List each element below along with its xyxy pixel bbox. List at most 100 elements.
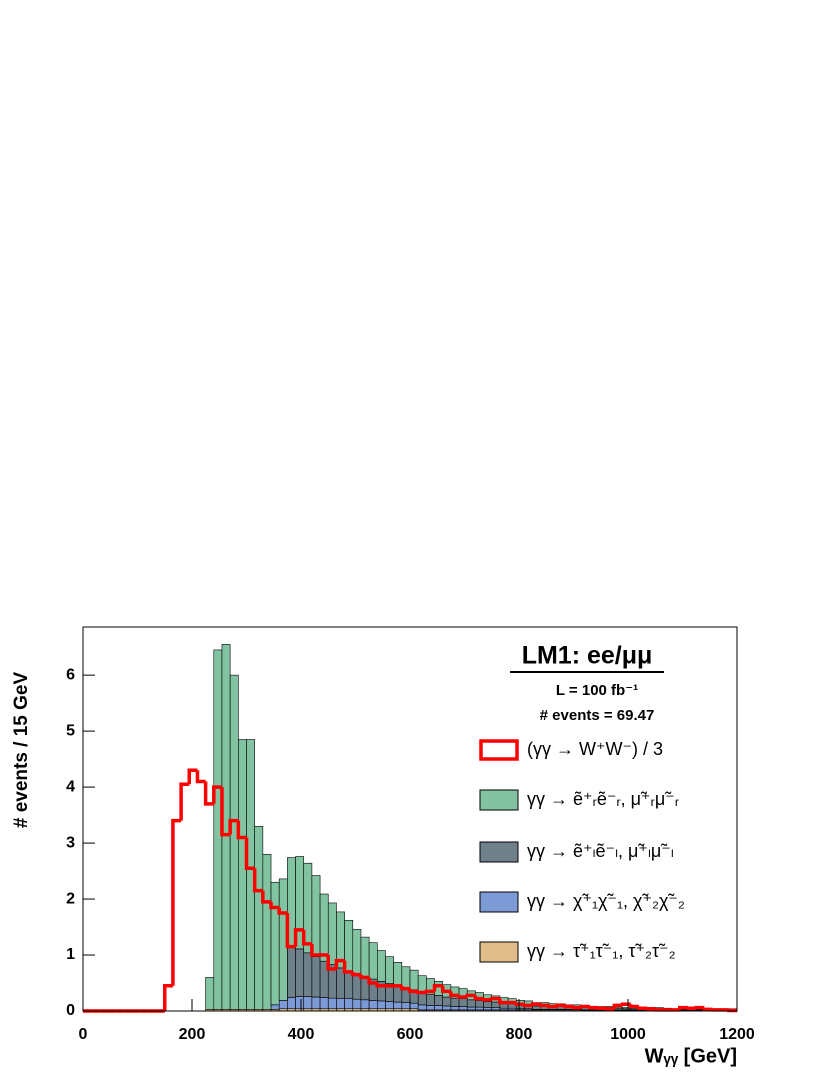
histogram-bar <box>417 992 427 1006</box>
y-tick-label: 6 <box>66 666 75 683</box>
histogram-bar <box>352 928 362 975</box>
y-tick-label: 5 <box>66 722 75 739</box>
histogram-bar <box>238 739 247 1010</box>
histogram-step <box>195 770 206 784</box>
histogram-step <box>400 985 410 991</box>
histogram-bar <box>385 956 394 984</box>
histogram-bar <box>336 998 345 1010</box>
histogram-step <box>514 1002 525 1007</box>
y-tick-label: 1 <box>66 946 75 963</box>
histogram-bar <box>205 977 215 1010</box>
histogram-step <box>171 818 182 986</box>
histogram-step <box>678 1005 688 1010</box>
histogram-bar <box>483 1007 493 1011</box>
histogram-step <box>490 996 500 1001</box>
plot-area <box>83 644 738 1013</box>
histogram-bar <box>262 853 272 1010</box>
annotation: # events = 69.47 <box>540 707 655 724</box>
histogram-bar <box>442 996 452 1007</box>
histogram-step <box>342 960 353 974</box>
histogram-step <box>498 998 509 1005</box>
histogram-step <box>301 929 312 946</box>
legend-label: γγ → χ̃⁺₁χ̃⁻₁, χ̃⁺₂χ̃⁻₂ <box>527 891 685 911</box>
y-tick-label: 4 <box>66 778 75 795</box>
histogram-bar <box>254 825 264 1010</box>
histogram-bar <box>450 1006 460 1011</box>
histogram-step <box>645 1007 656 1011</box>
histogram-bar <box>426 1005 435 1011</box>
histogram-step <box>579 1004 590 1009</box>
x-tick-label: 400 <box>288 1026 315 1043</box>
histogram-step <box>293 928 304 947</box>
legend-label: γγ → ẽ⁺ᵣẽ⁻ᵣ, μ̃⁺ᵣμ̃⁻ᵣ <box>527 789 679 809</box>
histogram-step <box>457 995 468 999</box>
histogram-bar <box>376 1000 386 1010</box>
histogram-bar <box>278 1000 288 1010</box>
histogram-bar <box>360 999 370 1010</box>
x-tick-label: 0 <box>79 1026 88 1043</box>
histogram-step <box>473 995 484 1001</box>
histogram-step <box>408 988 419 994</box>
histogram-bar <box>401 1002 411 1010</box>
histogram-bar <box>393 1001 403 1010</box>
histogram-bar <box>270 1004 280 1010</box>
histogram-bar <box>491 1007 501 1011</box>
legend-swatch <box>479 841 519 863</box>
histogram-bar <box>426 993 435 1006</box>
histogram-bar <box>295 996 305 1010</box>
histogram-step <box>612 1003 623 1009</box>
histogram-bar <box>466 999 476 1008</box>
histogram-bar <box>368 942 378 980</box>
histogram-step <box>522 1003 533 1008</box>
histogram-step <box>449 991 460 998</box>
histogram-step <box>702 1007 713 1012</box>
histogram-step <box>277 907 288 915</box>
histogram-bar <box>311 956 321 998</box>
legend-swatch <box>479 891 519 913</box>
histogram-step <box>203 781 214 806</box>
histogram-bar <box>401 966 411 989</box>
histogram-bar <box>409 969 419 991</box>
histogram-step <box>310 943 321 957</box>
histogram-bar <box>295 948 305 997</box>
histogram-step <box>727 1008 737 1013</box>
histogram-bar <box>287 997 296 1010</box>
histogram-bar <box>417 1004 427 1011</box>
histogram-step <box>539 1003 549 1008</box>
histogram-step <box>530 1002 541 1007</box>
histogram-step <box>571 1005 582 1010</box>
histogram-bar <box>483 1001 493 1008</box>
histogram-bar <box>303 996 313 1010</box>
histogram-bar <box>393 962 403 987</box>
histogram-step <box>334 958 345 970</box>
histogram-step <box>637 1006 648 1010</box>
legend-label: γγ → ẽ⁺ₗẽ⁻ₗ, μ̃⁺ₗμ̃⁻ₗ <box>527 841 674 861</box>
histogram-step <box>440 985 451 994</box>
histogram-bar <box>434 995 443 1006</box>
annotation: L = 100 fb⁻¹ <box>556 682 638 699</box>
histogram-step <box>351 971 361 977</box>
histogram-bar <box>287 946 296 998</box>
x-tick-label: 800 <box>506 1026 533 1043</box>
histogram-bar <box>303 952 313 997</box>
histogram-step <box>220 787 231 837</box>
histogram-step <box>694 1005 705 1010</box>
histogram-step <box>416 990 427 995</box>
chart-title: LM1: ee/μμ <box>522 642 653 670</box>
histogram-bar <box>319 997 329 1010</box>
histogram-step <box>359 974 370 980</box>
histogram-bar <box>311 996 321 1010</box>
histogram-bar <box>409 1002 419 1010</box>
y-tick-label: 3 <box>66 834 75 851</box>
histogram-step <box>481 998 492 1002</box>
histogram-step <box>604 1007 615 1011</box>
x-axis-label: Wᵧᵧ [GeV] <box>645 1045 737 1067</box>
x-tick-label: 1000 <box>610 1026 646 1043</box>
histogram-step <box>588 1005 599 1010</box>
legend-label: (γγ → W⁺W⁻) / 3 <box>527 739 663 759</box>
y-tick-label: 2 <box>66 890 75 907</box>
legend-swatch <box>479 941 519 963</box>
histogram-step <box>367 977 378 985</box>
